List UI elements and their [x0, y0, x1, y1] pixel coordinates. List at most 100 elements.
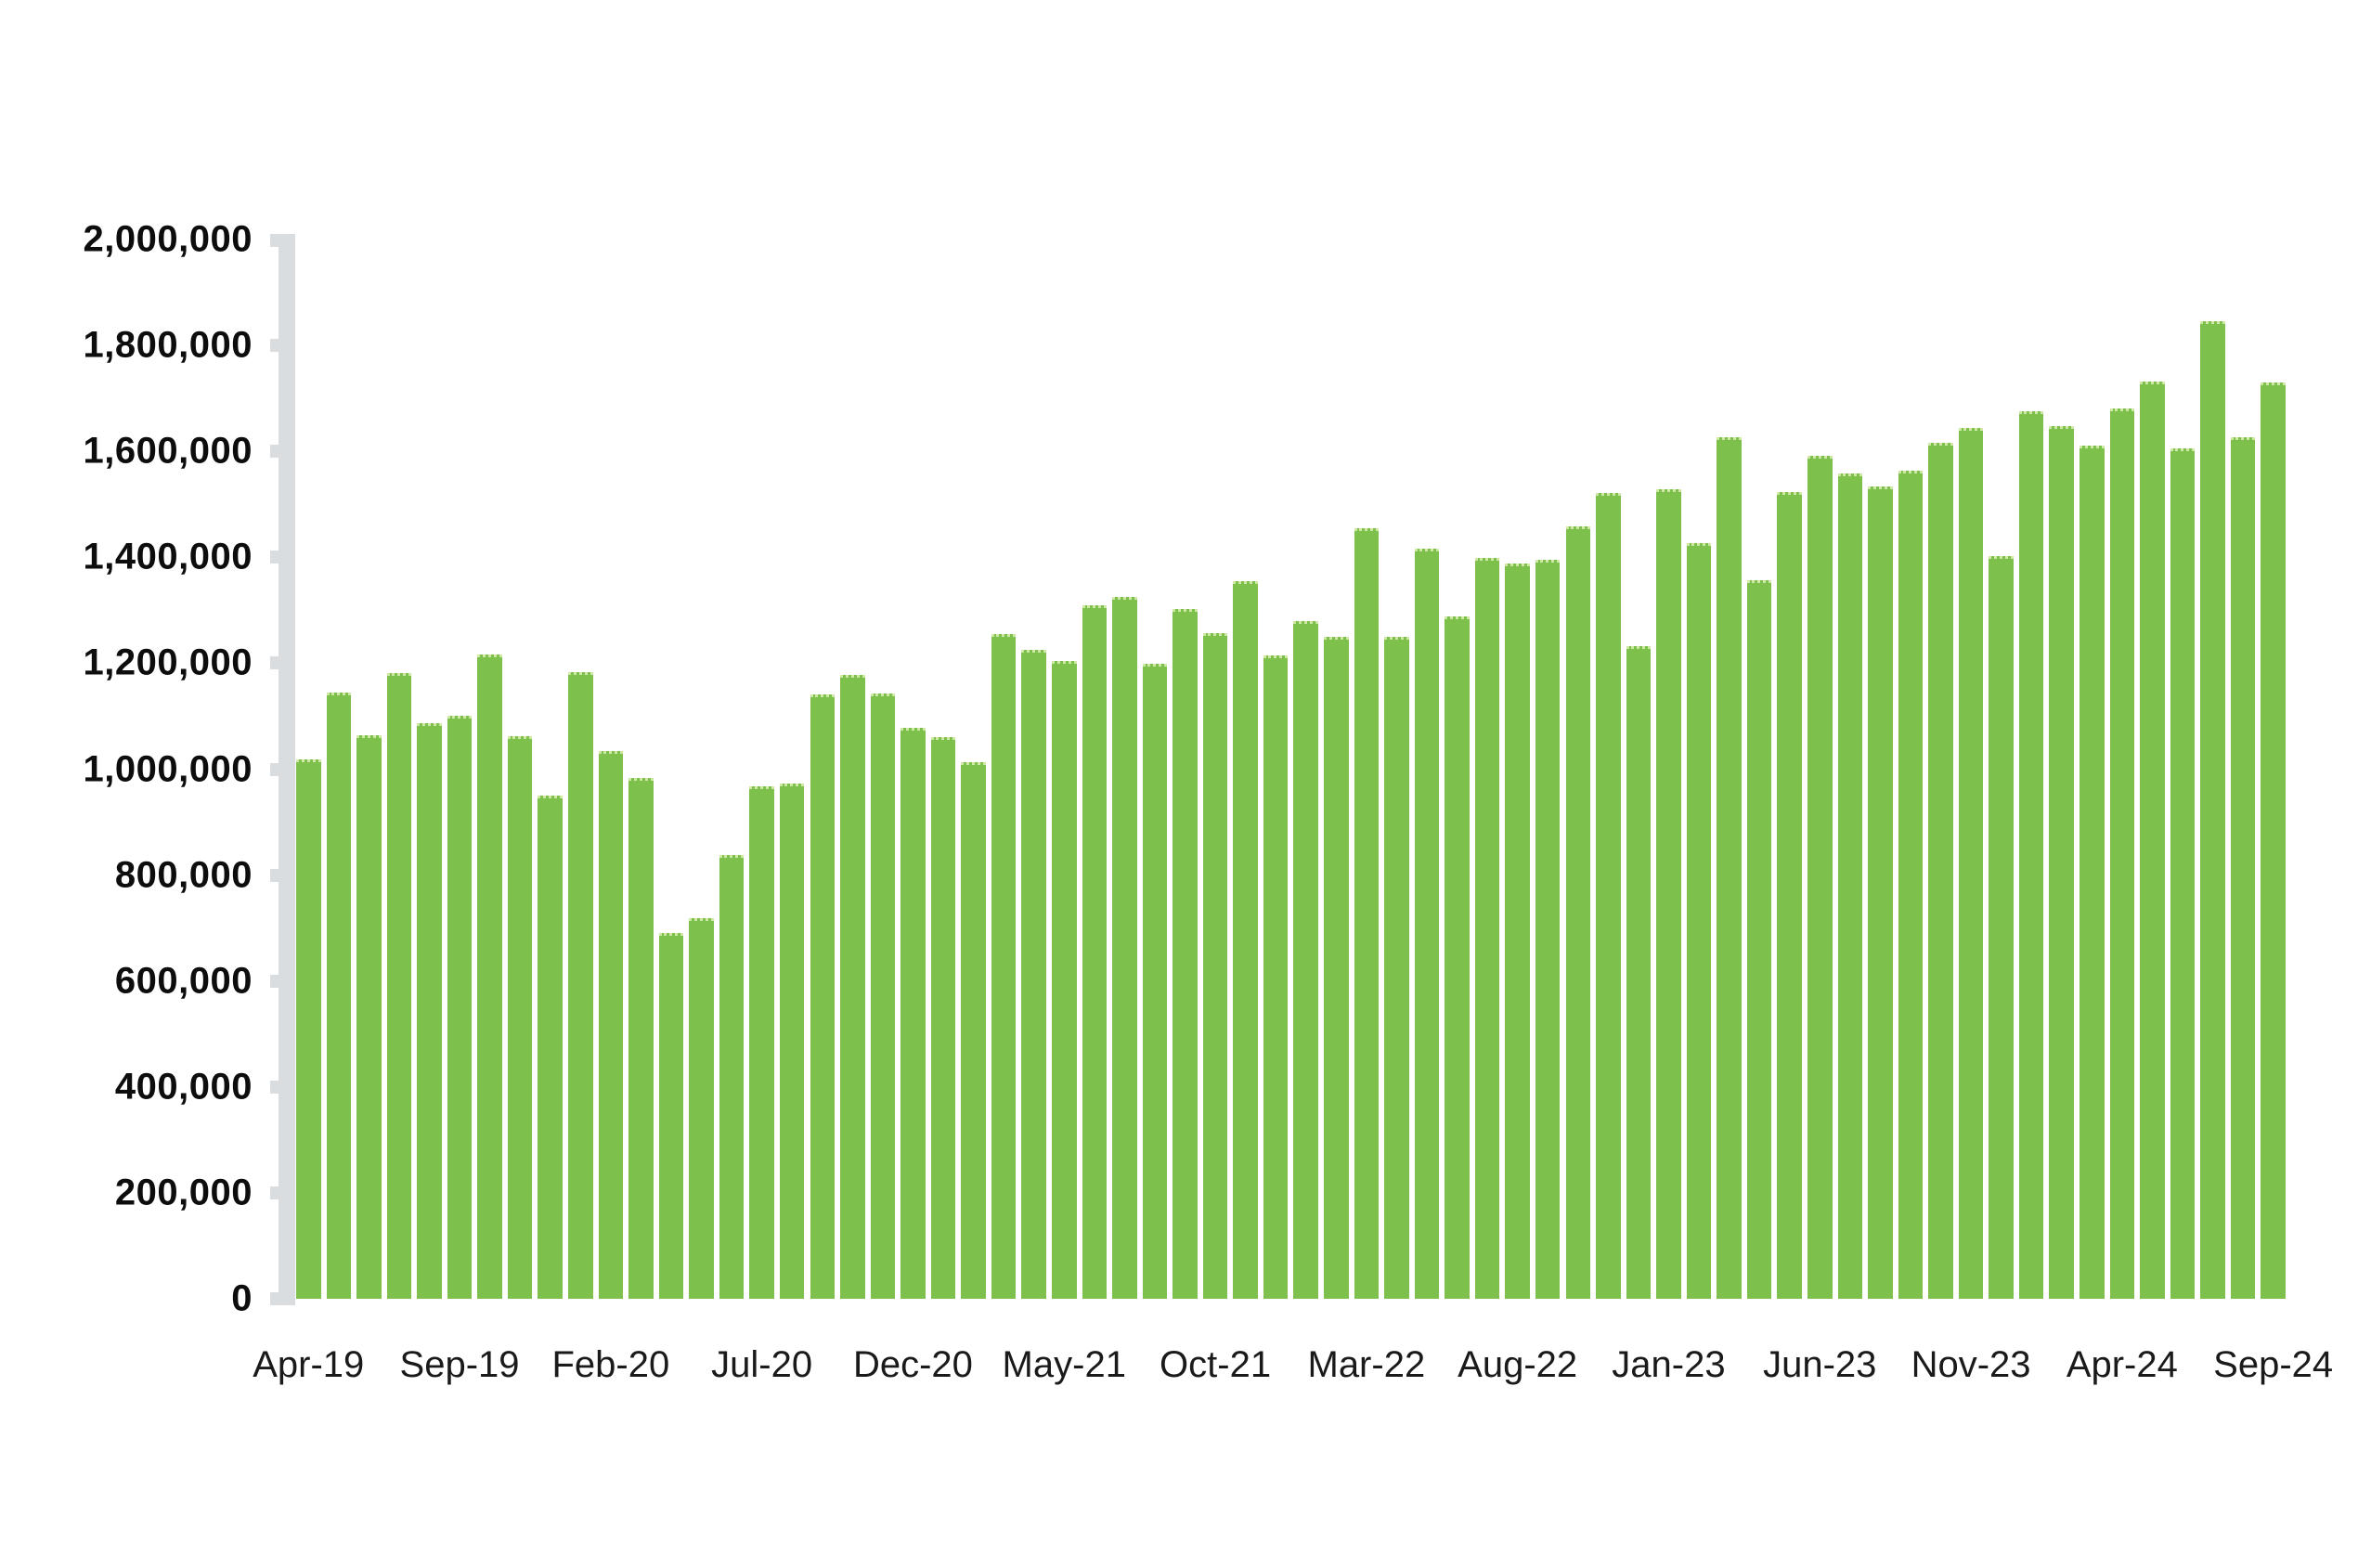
bar-Jul-21	[1112, 597, 1137, 1299]
x-axis-label: Dec-20	[852, 1344, 973, 1385]
bar-Feb-23	[1686, 543, 1712, 1299]
bar-Jan-24	[2018, 411, 2044, 1299]
y-axis-label: 600,000	[114, 960, 253, 1002]
x-axis-label: Apr-19	[253, 1344, 365, 1385]
y-axis-tick	[270, 868, 279, 882]
bar-Sep-19	[447, 716, 473, 1299]
y-axis-tick	[270, 1186, 279, 1199]
bar-Feb-22	[1324, 637, 1349, 1299]
bar-Nov-22	[1596, 493, 1621, 1299]
x-axis-label: Aug-22	[1458, 1344, 1578, 1385]
y-axis-label: 1,000,000	[83, 748, 253, 789]
bar-Feb-24	[2049, 426, 2074, 1299]
bar-Apr-23	[1746, 580, 1772, 1299]
y-axis-tick	[270, 339, 279, 353]
bar-Nov-20	[870, 693, 896, 1299]
y-axis-label: 800,000	[114, 854, 253, 896]
bar-Jul-23	[1837, 473, 1863, 1299]
bar-Dec-20	[900, 728, 926, 1299]
x-axis-label: Apr-24	[2066, 1344, 2178, 1385]
x-axis-label: Nov-23	[1911, 1344, 2031, 1385]
bar-Jun-19	[356, 734, 382, 1299]
bar-Aug-22	[1505, 564, 1530, 1299]
y-axis-label: 1,400,000	[83, 536, 253, 577]
bar-Jun-23	[1807, 455, 1833, 1299]
y-axis-tick	[270, 1292, 279, 1305]
bar-May-19	[326, 692, 352, 1299]
bar-Nov-23	[1958, 428, 1984, 1299]
x-axis-label: May-21	[1002, 1344, 1126, 1385]
bar-Jan-22	[1293, 620, 1318, 1299]
bar-Nov-21	[1233, 580, 1258, 1299]
bar-Aug-19	[417, 722, 442, 1299]
bar-Apr-24	[2109, 408, 2135, 1299]
bar-May-24	[2140, 381, 2165, 1299]
bar-Oct-21	[1202, 632, 1228, 1299]
bar-Sep-24	[2261, 382, 2286, 1299]
y-axis-tick	[270, 656, 279, 670]
y-axis-tick	[270, 762, 279, 776]
bar-Apr-20	[658, 932, 684, 1299]
bar-Oct-23	[1928, 442, 1953, 1299]
bar-Dec-22	[1626, 646, 1652, 1299]
bar-Jan-21	[930, 736, 956, 1299]
bar-Sep-21	[1173, 609, 1198, 1299]
bar-Apr-19	[296, 759, 321, 1299]
bar-Nov-19	[507, 736, 533, 1299]
bar-Oct-22	[1565, 526, 1591, 1299]
x-axis-label: Jun-23	[1763, 1344, 1877, 1385]
bar-Feb-21	[961, 762, 986, 1299]
bar-Dec-21	[1263, 655, 1289, 1299]
bar-Aug-21	[1142, 663, 1168, 1299]
bar-Apr-22	[1384, 636, 1409, 1299]
bar-Jun-20	[719, 855, 745, 1299]
bar-Dec-19	[538, 796, 563, 1299]
x-axis-label: Sep-24	[2213, 1344, 2334, 1385]
bar-May-21	[1052, 660, 1077, 1299]
bar-Mar-21	[991, 634, 1017, 1299]
y-axis-label: 200,000	[114, 1172, 253, 1213]
x-axis-label: Sep-19	[399, 1344, 520, 1385]
bar-Mar-22	[1354, 527, 1380, 1299]
bar-Sep-23	[1898, 471, 1924, 1299]
bar-Feb-20	[598, 751, 624, 1299]
bar-Aug-20	[779, 784, 805, 1299]
bar-Jul-19	[386, 673, 412, 1299]
bar-Mar-24	[2079, 445, 2105, 1299]
bar-May-20	[689, 917, 714, 1299]
bar-Mar-20	[628, 778, 654, 1299]
y-axis-label: 1,200,000	[83, 641, 253, 683]
bar-Jul-24	[2200, 320, 2225, 1299]
bar-Jan-20	[568, 671, 593, 1299]
bar-May-23	[1777, 492, 1802, 1299]
x-axis-label: Oct-21	[1160, 1344, 1272, 1385]
y-axis-tick	[270, 1080, 279, 1094]
bar-Aug-23	[1868, 486, 1893, 1299]
bar-Jun-24	[2170, 447, 2196, 1299]
y-axis-label: 1,800,000	[83, 324, 253, 366]
x-axis-label: Jul-20	[711, 1344, 813, 1385]
bar-Jul-20	[749, 786, 774, 1299]
y-axis-line	[279, 234, 295, 1305]
y-axis-label: 400,000	[114, 1066, 253, 1108]
bar-Jun-22	[1445, 616, 1470, 1299]
bar-Apr-21	[1021, 650, 1046, 1299]
bar-Oct-20	[840, 674, 865, 1299]
bar-Jan-23	[1656, 489, 1681, 1299]
x-axis-label: Mar-22	[1307, 1344, 1426, 1385]
y-axis-tick	[270, 445, 279, 459]
y-axis-tick	[270, 234, 279, 247]
bar-May-22	[1414, 548, 1440, 1299]
bar-Mar-23	[1717, 436, 1742, 1299]
bar-Sep-20	[810, 694, 836, 1299]
y-axis-label: 2,000,000	[83, 218, 253, 260]
y-axis-tick	[270, 551, 279, 564]
bar-Sep-22	[1535, 559, 1561, 1299]
bar-Dec-23	[1989, 556, 2014, 1299]
y-axis-label: 0	[231, 1277, 253, 1319]
y-axis-tick	[270, 974, 279, 988]
bar-Jul-22	[1474, 557, 1500, 1299]
y-axis-label: 1,600,000	[83, 430, 253, 472]
x-axis-label: Jan-23	[1612, 1344, 1726, 1385]
